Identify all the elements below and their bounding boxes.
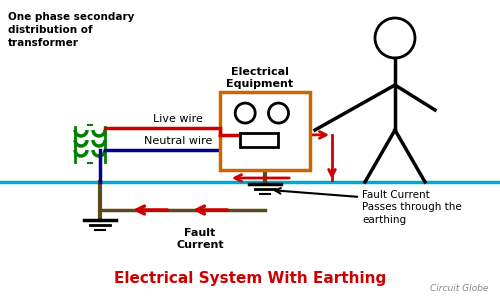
Circle shape xyxy=(268,103,288,123)
Text: Fault
Current: Fault Current xyxy=(176,228,224,250)
Text: Neutral wire: Neutral wire xyxy=(144,136,212,146)
Text: One phase secondary
distribution of
transformer: One phase secondary distribution of tran… xyxy=(8,12,134,48)
Bar xyxy=(220,92,310,170)
Bar xyxy=(240,132,278,147)
Text: Live wire: Live wire xyxy=(153,114,203,124)
Text: Circuit Globe: Circuit Globe xyxy=(430,284,488,293)
Text: Electrical System With Earthing: Electrical System With Earthing xyxy=(114,271,386,286)
Text: Fault Current
Passes through the
earthing: Fault Current Passes through the earthin… xyxy=(362,190,462,225)
Text: Electrical
Equipment: Electrical Equipment xyxy=(226,67,294,89)
Circle shape xyxy=(235,103,255,123)
Circle shape xyxy=(375,18,415,58)
